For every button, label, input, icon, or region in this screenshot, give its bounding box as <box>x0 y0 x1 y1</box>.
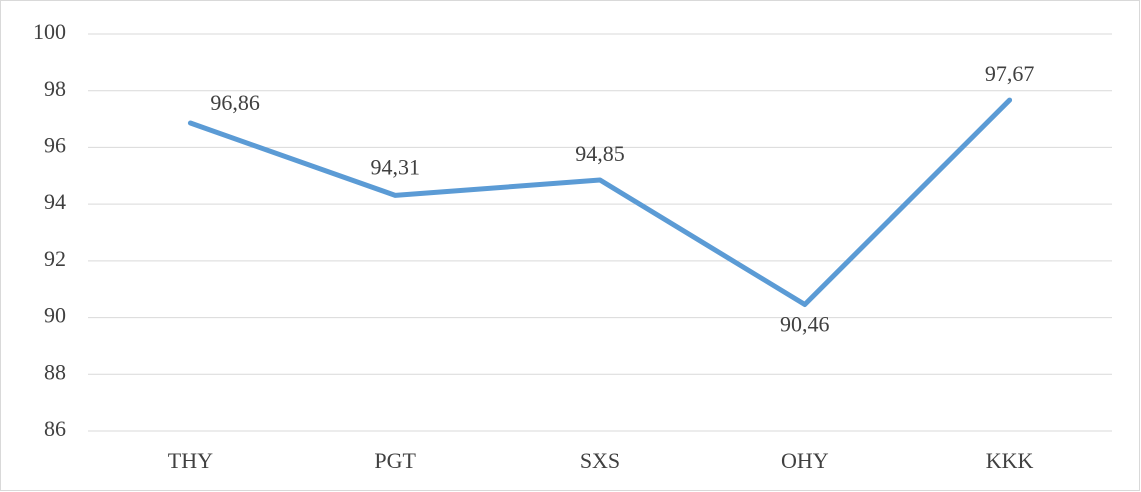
x-tick-label: OHY <box>781 448 829 473</box>
data-label: 97,67 <box>985 61 1035 86</box>
data-label: 94,85 <box>575 141 625 166</box>
x-tick-label: PGT <box>374 448 416 473</box>
x-tick-label: THY <box>168 448 213 473</box>
data-label: 94,31 <box>370 154 420 179</box>
y-tick-label: 94 <box>44 189 66 214</box>
y-tick-label: 92 <box>44 246 66 271</box>
y-tick-label: 86 <box>44 416 66 441</box>
y-tick-label: 98 <box>44 76 66 101</box>
y-tick-label: 100 <box>33 19 66 44</box>
line-series <box>187 97 1013 308</box>
data-label: 96,86 <box>210 90 260 115</box>
x-tick-label: KKK <box>986 448 1034 473</box>
y-tick-label: 90 <box>44 303 66 328</box>
data-label: 90,46 <box>780 312 830 337</box>
y-tick-label: 88 <box>44 359 66 384</box>
y-tick-label: 96 <box>44 132 66 157</box>
x-tick-label: SXS <box>580 448 620 473</box>
